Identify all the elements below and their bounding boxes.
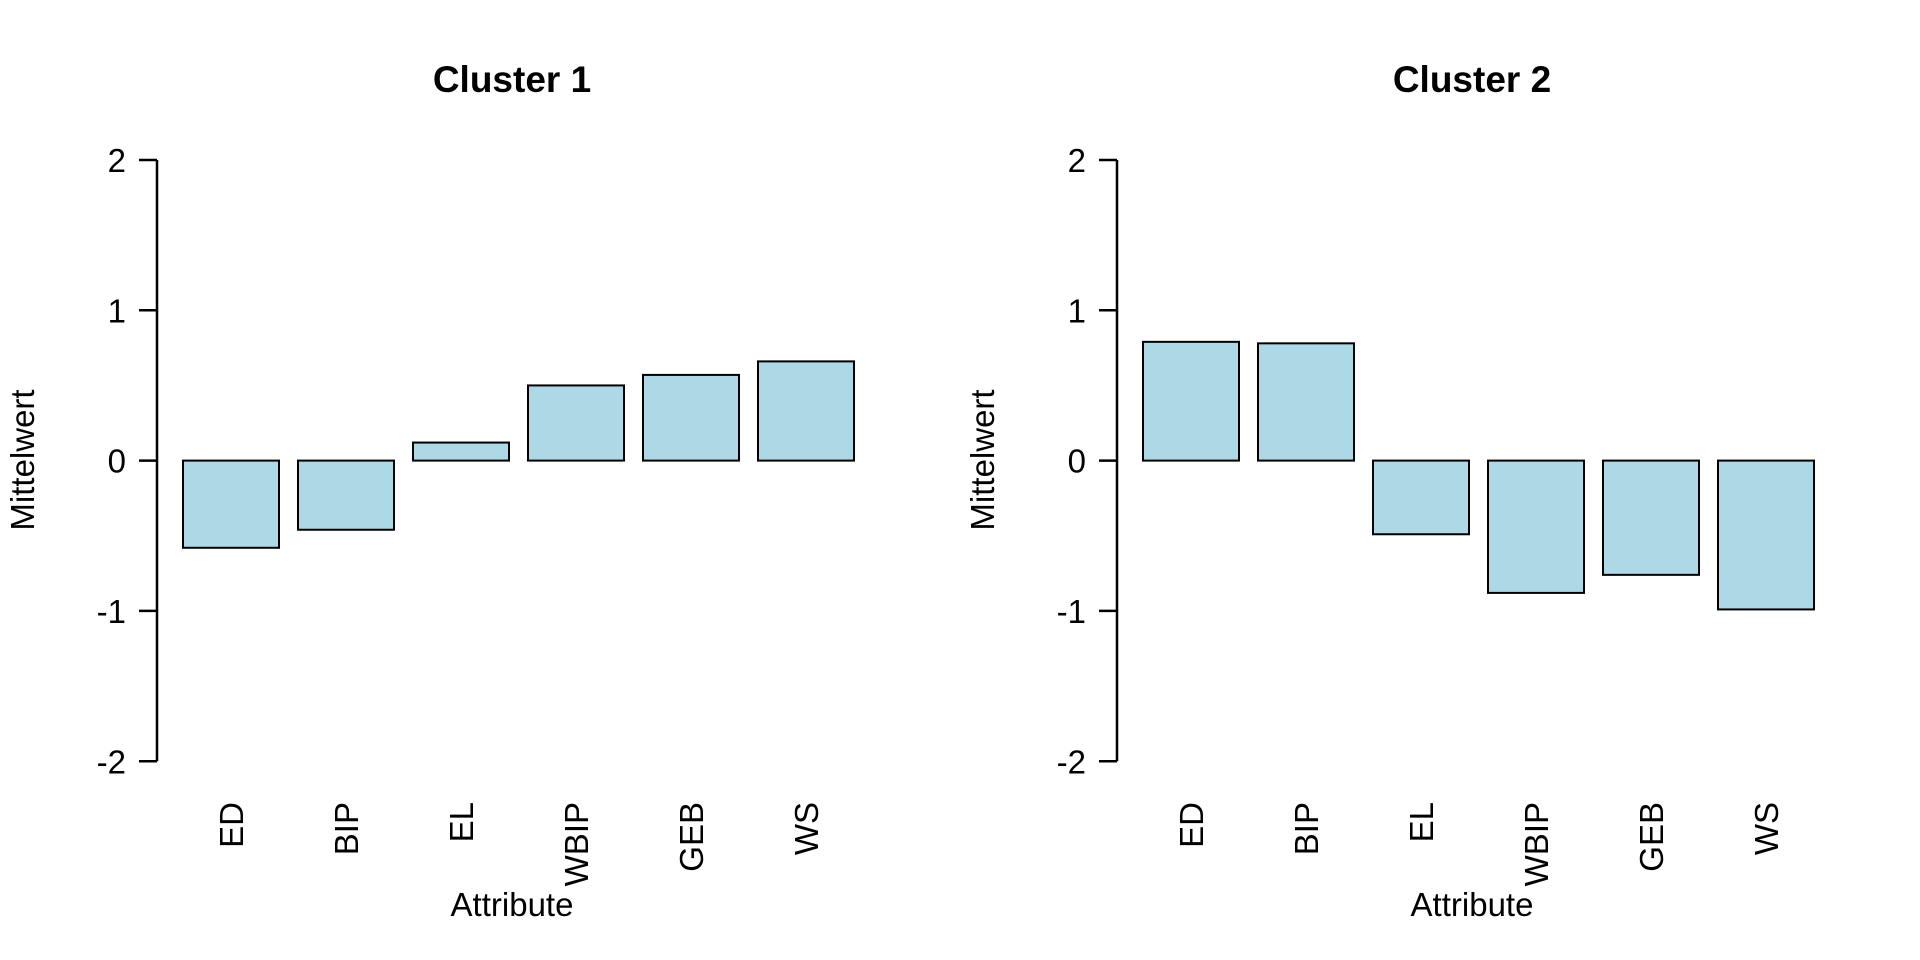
x-category-label-ED: ED [1173, 802, 1210, 848]
bar-ED [182, 459, 280, 549]
x-category-label-WBIP: WBIP [558, 802, 595, 886]
x-axis-label: Attribute [1411, 886, 1534, 923]
bar-BIP [297, 459, 395, 531]
y-tick-label: 0 [108, 443, 126, 480]
x-category-label-WS: WS [788, 802, 825, 855]
x-category-label-BIP: BIP [328, 802, 365, 855]
bar-GEB [642, 373, 740, 462]
y-tick-label: 1 [1068, 292, 1086, 329]
y-tick-label: -2 [97, 743, 126, 780]
chart-title: Cluster 2 [1393, 59, 1551, 100]
y-tick-label: 0 [1068, 443, 1086, 480]
y-tick-label: 2 [1068, 142, 1086, 179]
y-axis-label: Mittelwert [4, 389, 41, 530]
x-category-label-EL: EL [443, 802, 480, 842]
bar-BIP [1257, 342, 1355, 462]
y-tick-label: -2 [1057, 743, 1086, 780]
bar-WBIP [1487, 459, 1585, 594]
y-tick-label: 1 [108, 292, 126, 329]
bar-EL [1372, 459, 1470, 536]
chart-panel-cluster-1: 2 1 0 -1 -2 ED BIP EL WBIP GEB WS Cluster 1 Attribut… [4, 59, 855, 923]
chart-panel-cluster-2: 2 1 0 -1 -2 ED BIP EL WBIP GEB WS Cluster 2 Attribut… [960, 0, 1920, 960]
y-tick-label: -1 [1057, 593, 1086, 630]
x-category-label-GEB: GEB [673, 802, 710, 872]
x-category-label-GEB: GEB [1633, 802, 1670, 872]
y-tick-label: 2 [108, 142, 126, 179]
bar-WBIP [527, 384, 625, 462]
x-category-label-ED: ED [213, 802, 250, 848]
x-category-label-EL: EL [1403, 802, 1440, 842]
x-category-label-BIP: BIP [1288, 802, 1325, 855]
y-axis-label: Mittelwert [964, 389, 1001, 530]
x-axis-label: Attribute [451, 886, 574, 923]
bar-WS [1717, 459, 1815, 611]
bar-ED [1142, 340, 1240, 462]
y-tick-label: -1 [97, 593, 126, 630]
chart-title: Cluster 1 [433, 59, 591, 100]
bar-EL [412, 441, 510, 462]
x-category-label-WS: WS [1748, 802, 1785, 855]
bar-WS [757, 360, 855, 462]
barplot-cluster-2: 2 1 0 -1 -2 ED BIP EL WBIP GEB WS Cluster 2 Attribut… [964, 59, 1815, 923]
bar-GEB [1602, 459, 1700, 576]
barplot-cluster-1: 2 1 0 -1 -2 ED BIP EL WBIP GEB WS Cluster 1 Attribut… [4, 59, 855, 923]
x-category-label-WBIP: WBIP [1518, 802, 1555, 886]
